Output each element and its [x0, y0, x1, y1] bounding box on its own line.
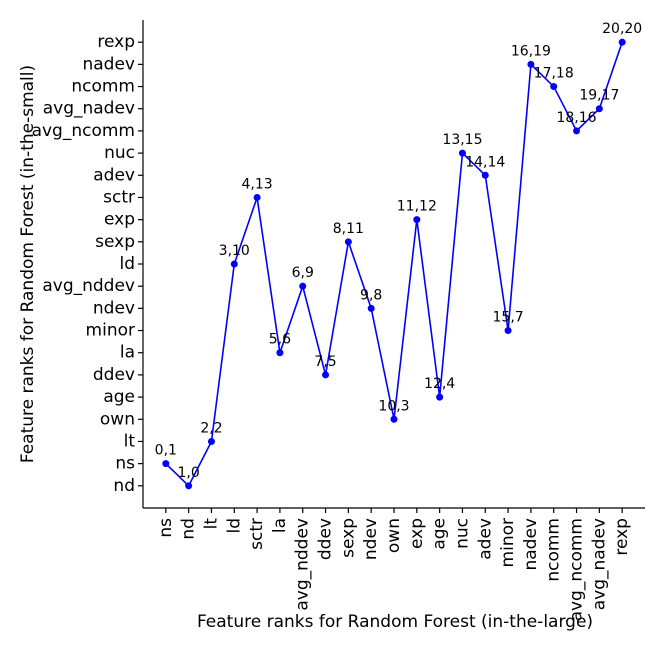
y-tick-label: ld: [119, 254, 135, 274]
data-label: 12,4: [424, 376, 455, 392]
y-tick-label: rexp: [97, 32, 135, 52]
y-tick-label: sexp: [95, 232, 135, 252]
data-label: 15,7: [493, 310, 524, 326]
y-tick-label: own: [100, 409, 135, 429]
x-tick-label: ld: [224, 518, 244, 534]
x-tick-label: ncomm: [544, 518, 564, 582]
x-tick-label: nd: [179, 518, 199, 540]
y-tick-label: minor: [86, 321, 135, 341]
data-label: 13,15: [442, 132, 482, 148]
x-tick-label: avg_nddev: [293, 518, 313, 611]
y-tick-label: lt: [124, 431, 136, 451]
data-label: 14,14: [465, 154, 505, 170]
x-tick-label: ns: [156, 518, 176, 538]
data-point: [550, 83, 558, 91]
data-point: [344, 238, 352, 246]
y-axis-label: Feature ranks for Random Forest (in-the-…: [18, 65, 38, 463]
data-point: [185, 482, 193, 490]
y-tick-label: la: [120, 343, 135, 363]
data-label: 20,20: [602, 21, 642, 37]
x-tick-label: nadev: [521, 518, 541, 571]
data-point: [573, 127, 581, 135]
data-label: 2,2: [200, 420, 222, 436]
data-point: [230, 260, 238, 268]
data-label: 8,11: [333, 221, 364, 237]
y-tick-label: ns: [115, 454, 135, 474]
data-label: 3,10: [219, 243, 250, 259]
y-tick-label: avg_nddev: [42, 276, 135, 296]
y-tick-label: adev: [93, 165, 135, 185]
data-point: [504, 327, 512, 335]
data-label: 7,5: [314, 354, 336, 370]
data-point: [367, 304, 375, 312]
y-tick-label: exp: [104, 210, 135, 230]
x-tick-label: sexp: [338, 518, 358, 558]
data-point: [162, 460, 170, 468]
data-label: 1,0: [178, 465, 200, 481]
x-tick-label: exp: [407, 518, 427, 549]
data-point: [207, 437, 215, 445]
data-point: [276, 349, 284, 357]
y-tick-label: avg_nadev: [43, 99, 135, 119]
data-label: 11,12: [397, 199, 437, 215]
x-tick-label: avg_nadev: [589, 518, 609, 610]
data-label: 16,19: [511, 43, 551, 59]
x-tick-label: lt: [201, 518, 221, 530]
y-tick-label: avg_ncomm: [32, 121, 135, 141]
x-tick-label: own: [384, 518, 404, 553]
data-point: [390, 415, 398, 423]
x-tick-label: age: [430, 518, 450, 550]
x-tick-label: la: [270, 518, 290, 533]
data-label: 4,13: [242, 176, 273, 192]
data-point: [458, 149, 466, 157]
y-tick-label: nuc: [104, 143, 135, 163]
y-tick-label: nd: [113, 476, 135, 496]
x-tick-label: minor: [498, 518, 518, 567]
y-tick-label: ncomm: [71, 77, 135, 97]
data-label: 17,18: [534, 66, 574, 82]
data-point: [618, 38, 626, 46]
data-label: 6,9: [292, 265, 314, 281]
data-label: 18,16: [556, 110, 596, 126]
data-point: [299, 282, 307, 290]
y-tick-label: ndev: [93, 298, 135, 318]
data-point: [595, 105, 603, 113]
data-label: 10,3: [378, 398, 409, 414]
x-tick-label: ndev: [361, 518, 381, 560]
data-point: [527, 60, 535, 68]
x-tick-label: avg_ncomm: [567, 518, 587, 621]
x-tick-label: nuc: [452, 518, 472, 549]
data-label: 0,1: [155, 443, 177, 459]
y-tick-label: age: [103, 387, 135, 407]
data-label: 5,6: [269, 332, 291, 348]
x-tick-label: adev: [475, 518, 495, 560]
data-point: [322, 371, 330, 379]
x-tick-label: rexp: [612, 518, 632, 556]
y-tick-label: ddev: [93, 365, 135, 385]
x-axis-label: Feature ranks for Random Forest (in-the-…: [197, 612, 593, 632]
x-tick-label: sctr: [247, 518, 267, 550]
data-label: 9,8: [360, 287, 382, 303]
data-label: 19,17: [579, 88, 619, 104]
x-tick-label: ddev: [316, 518, 336, 560]
data-point: [413, 216, 421, 224]
data-point: [481, 171, 489, 179]
y-tick-label: sctr: [103, 187, 135, 207]
data-point: [253, 193, 261, 201]
y-tick-label: nadev: [82, 54, 135, 74]
data-point: [436, 393, 444, 401]
